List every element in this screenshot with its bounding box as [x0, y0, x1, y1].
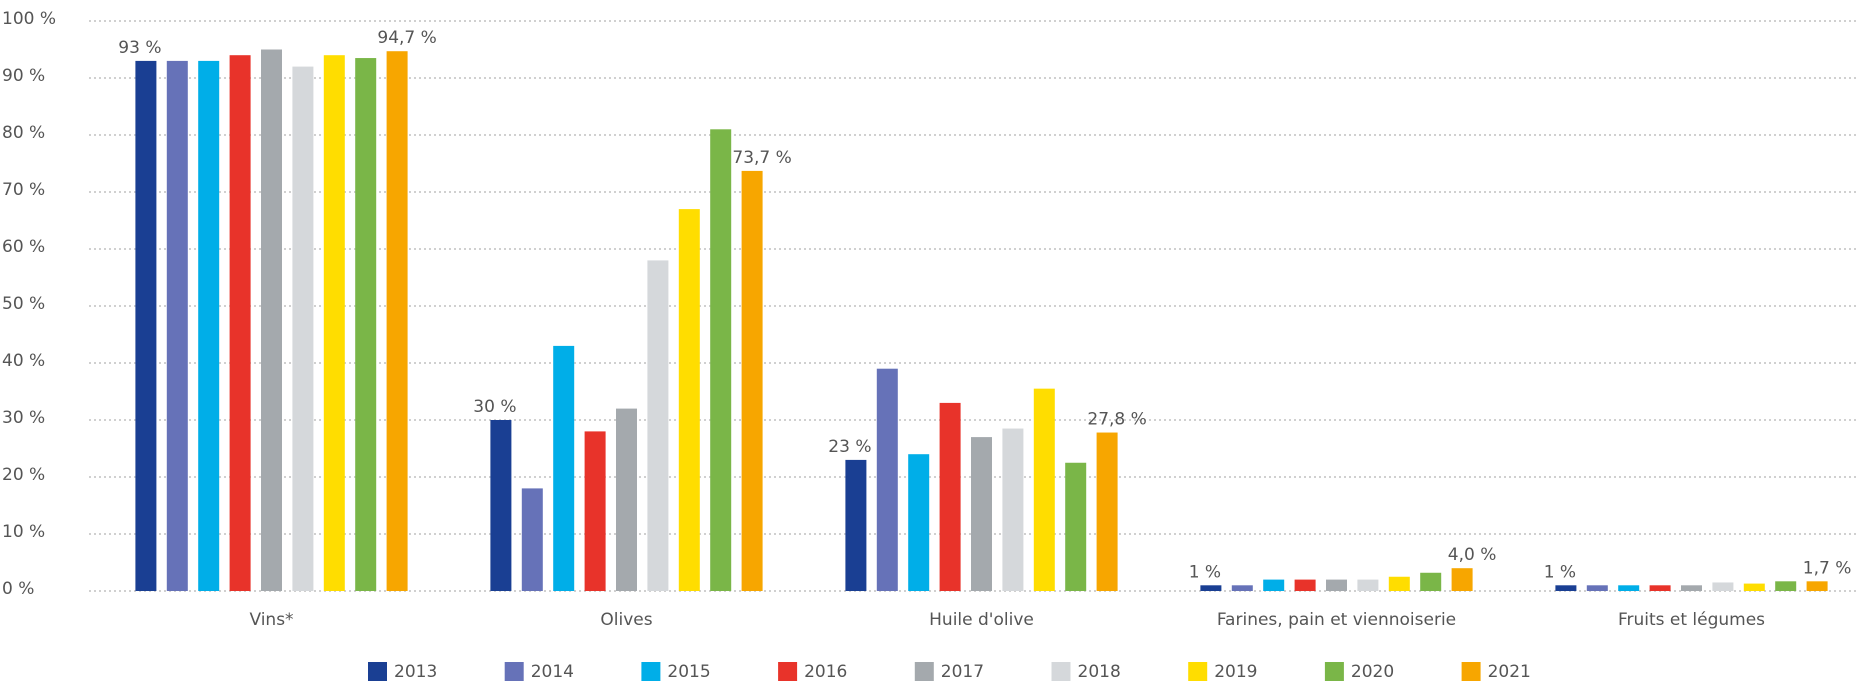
data-label: 1 %: [1544, 562, 1576, 582]
legend-label: 2016: [804, 662, 847, 682]
data-label: 94,7 %: [377, 28, 436, 48]
x-tick-label: Huile d'olive: [929, 610, 1034, 630]
bar: [1649, 585, 1671, 591]
data-label: 30 %: [473, 397, 516, 417]
legend-swatch: [1051, 662, 1071, 681]
y-tick-label: 60 %: [2, 237, 45, 257]
bar: [1586, 585, 1608, 591]
x-tick-label: Vins*: [249, 610, 293, 630]
bar: [1033, 388, 1055, 591]
x-tick-label: Farines, pain et viennoiserie: [1217, 610, 1456, 630]
bar: [971, 437, 992, 591]
y-tick-label: 50 %: [2, 294, 45, 314]
bar: [261, 49, 282, 591]
bar: [292, 66, 314, 592]
x-tick-label: Fruits et légumes: [1618, 610, 1765, 630]
bar: [1743, 583, 1765, 591]
bar: [1200, 585, 1222, 591]
bar: [1775, 581, 1797, 591]
bar: [229, 55, 251, 591]
y-tick-label: 80 %: [2, 123, 45, 143]
x-tick-label: Olives: [600, 610, 652, 630]
bar: [1420, 572, 1442, 591]
data-label: 1 %: [1189, 562, 1221, 582]
y-tick-label: 10 %: [2, 522, 45, 542]
legend-label: 2018: [1078, 662, 1121, 682]
bar: [1388, 576, 1410, 591]
data-label: 4,0 %: [1448, 545, 1497, 565]
bar: [323, 55, 345, 591]
legend-label: 2015: [667, 662, 710, 682]
bar: [386, 51, 408, 591]
bar: [1618, 585, 1640, 591]
bar: [521, 488, 543, 591]
legend-label: 2019: [1214, 662, 1257, 682]
legend-swatch: [368, 662, 387, 681]
bar: [1263, 579, 1285, 591]
legend-swatch: [504, 662, 524, 681]
bar: [198, 60, 220, 591]
bar: [908, 454, 930, 591]
legend-swatch: [778, 662, 798, 681]
y-tick-label: 20 %: [2, 465, 45, 485]
bar: [135, 60, 157, 591]
bar: [584, 431, 606, 591]
legend-label: 2013: [394, 662, 437, 682]
bar: [647, 260, 669, 591]
legend-label: 2017: [941, 662, 984, 682]
bar: [1712, 582, 1734, 591]
y-tick-label: 0 %: [2, 579, 34, 599]
bar: [1451, 568, 1473, 591]
bar: [1096, 432, 1118, 591]
bar: [1681, 585, 1702, 591]
bar: [1065, 462, 1087, 591]
y-tick-label: 70 %: [2, 180, 45, 200]
bar: [939, 402, 961, 591]
bar: [355, 58, 377, 592]
legend-swatch: [914, 662, 934, 681]
bar: [1555, 585, 1577, 591]
bar: [166, 60, 188, 591]
legend-swatch: [1461, 662, 1481, 681]
legend-label: 2014: [531, 662, 574, 682]
y-tick-label: 40 %: [2, 351, 45, 371]
bar: [710, 129, 732, 592]
y-tick-label: 90 %: [2, 66, 45, 86]
data-label: 93 %: [118, 38, 161, 58]
bar: [1231, 585, 1253, 591]
data-label: 27,8 %: [1087, 410, 1146, 430]
legend-swatch: [1324, 662, 1344, 681]
bar: [1294, 579, 1316, 591]
bar: [616, 408, 637, 591]
bar: [490, 420, 512, 591]
bar: [845, 459, 867, 591]
bar: [741, 170, 763, 591]
bar: [1806, 581, 1828, 591]
data-label: 1,7 %: [1803, 558, 1852, 578]
data-label: 23 %: [828, 437, 871, 457]
legend-swatch: [1188, 662, 1208, 681]
bar: [876, 368, 898, 591]
bar: [1326, 579, 1347, 591]
bar: [1357, 579, 1379, 591]
data-label: 73,7 %: [732, 148, 791, 168]
legend-swatch: [641, 662, 661, 681]
bar: [678, 209, 700, 591]
bar: [553, 345, 575, 591]
y-tick-label: 30 %: [2, 408, 45, 428]
legend-label: 2020: [1351, 662, 1394, 682]
legend-label: 2021: [1488, 662, 1531, 682]
y-tick-label: 100 %: [2, 9, 56, 29]
bar: [1002, 428, 1024, 591]
